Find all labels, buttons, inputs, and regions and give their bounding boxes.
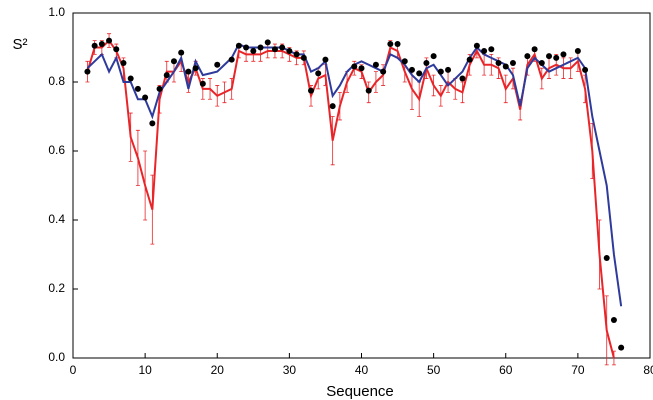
data-point — [560, 51, 567, 58]
data-point — [408, 66, 415, 73]
data-point — [546, 53, 553, 60]
data-point — [582, 66, 589, 73]
data-point — [509, 60, 516, 67]
data-point — [459, 75, 466, 82]
data-point — [106, 37, 113, 44]
data-point — [610, 317, 617, 324]
data-point — [437, 68, 444, 75]
data-point — [423, 60, 430, 67]
data-point — [142, 94, 149, 101]
data-point — [502, 63, 509, 70]
x-tick-label: 30 — [283, 363, 297, 377]
data-point — [271, 46, 278, 53]
data-point — [149, 120, 156, 127]
data-point — [372, 61, 379, 68]
data-point — [163, 72, 170, 79]
data-point — [466, 56, 473, 63]
data-point — [473, 42, 480, 49]
x-tick-label: 0 — [70, 363, 77, 377]
data-point — [322, 56, 329, 63]
data-point — [365, 87, 372, 94]
data-point — [618, 344, 625, 351]
y-tick-label: 0.8 — [48, 74, 65, 88]
y-tick-label: 0.6 — [48, 143, 65, 157]
data-point — [524, 53, 531, 60]
data-point — [91, 42, 98, 49]
data-point — [228, 56, 235, 63]
data-point — [113, 46, 120, 53]
data-point — [243, 44, 250, 51]
data-point — [329, 103, 336, 110]
data-point — [98, 41, 105, 48]
x-tick-label: 70 — [571, 363, 585, 377]
series-line — [86, 39, 615, 359]
data-point — [351, 63, 358, 70]
x-tick-label: 50 — [427, 363, 441, 377]
data-point — [430, 53, 437, 60]
data-point — [199, 80, 206, 87]
data-point — [250, 47, 257, 54]
data-point — [293, 51, 300, 58]
data-point — [192, 65, 199, 72]
data-point — [156, 85, 163, 92]
data-point — [401, 58, 408, 65]
data-point — [235, 42, 242, 49]
data-point — [380, 68, 387, 75]
data-point — [84, 68, 91, 75]
data-point — [531, 46, 538, 53]
data-point — [358, 65, 365, 72]
data-point — [445, 66, 452, 73]
data-point — [416, 70, 423, 77]
data-point — [308, 87, 315, 94]
y-tick-label: 1.0 — [48, 5, 65, 19]
data-point — [214, 61, 221, 68]
data-point — [387, 41, 394, 48]
data-point — [488, 46, 495, 53]
y-axis-label: S² — [13, 36, 28, 53]
data-point — [495, 60, 502, 67]
y-tick-label: 0.2 — [48, 281, 65, 295]
x-tick-label: 60 — [499, 363, 513, 377]
data-point — [538, 60, 545, 67]
data-point — [481, 47, 488, 54]
data-point — [178, 49, 185, 56]
x-tick-label: 20 — [211, 363, 225, 377]
data-point — [603, 254, 610, 261]
data-point — [300, 54, 307, 61]
data-point — [120, 60, 127, 67]
data-point — [134, 85, 141, 92]
data-point — [127, 75, 134, 82]
data-point — [185, 68, 192, 75]
data-point — [286, 47, 293, 54]
data-point — [394, 41, 401, 48]
data-point — [574, 47, 581, 54]
data-point — [170, 58, 177, 65]
data-point — [315, 70, 322, 77]
y-tick-label: 0.0 — [48, 350, 65, 364]
x-axis-label: Sequence — [326, 383, 394, 400]
x-tick-label: 80 — [643, 363, 653, 377]
data-point — [279, 44, 286, 51]
data-point — [264, 39, 271, 46]
x-tick-label: 40 — [355, 363, 369, 377]
data-point — [553, 54, 560, 61]
data-point — [257, 44, 264, 51]
y-tick-label: 0.4 — [48, 212, 65, 226]
series-line — [86, 42, 623, 307]
x-tick-label: 10 — [138, 363, 152, 377]
